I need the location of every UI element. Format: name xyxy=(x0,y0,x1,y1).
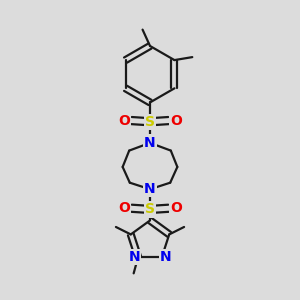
Text: N: N xyxy=(129,250,140,264)
Text: S: S xyxy=(145,202,155,216)
Text: O: O xyxy=(118,201,130,215)
Text: O: O xyxy=(118,114,130,128)
Text: O: O xyxy=(170,114,182,128)
Text: O: O xyxy=(170,201,182,215)
Text: N: N xyxy=(160,250,171,264)
Text: S: S xyxy=(145,115,155,129)
Text: N: N xyxy=(144,136,156,150)
Text: N: N xyxy=(144,182,156,196)
